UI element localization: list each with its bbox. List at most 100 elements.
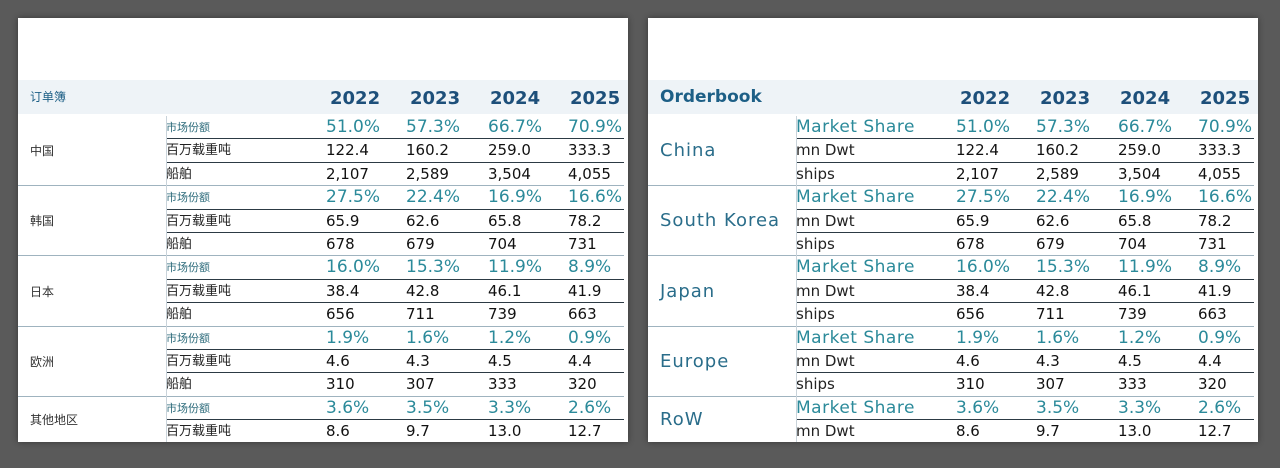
- value-cell: 333: [1118, 375, 1147, 394]
- value-cell: 65.8: [488, 211, 522, 230]
- row-label: ships: [796, 164, 835, 183]
- value-cell: 731: [1198, 235, 1227, 253]
- value-cell: 16.0%: [956, 257, 1011, 278]
- value-cell: 1.2%: [488, 327, 532, 348]
- value-cell: 57.3%: [1036, 117, 1091, 137]
- row-label: Market Share: [796, 117, 915, 137]
- value-cell: 9.7: [1036, 422, 1060, 441]
- table-row: 百万载重吨 4.6 4.3 4.5 4.4: [166, 350, 628, 373]
- value-cell: 38.4: [326, 281, 360, 300]
- table-header-band: [18, 80, 628, 114]
- row-divider: [796, 419, 1254, 421]
- value-cell: 70.9%: [1198, 117, 1253, 137]
- value-cell: 16.6%: [568, 187, 623, 208]
- column-divider: [796, 256, 797, 327]
- row-label: 百万载重吨: [166, 354, 232, 369]
- value-cell: 259.0: [1118, 141, 1161, 160]
- value-cell: 711: [1036, 305, 1065, 324]
- row-label: mn Dwt: [796, 352, 855, 370]
- table-row: 市场份额 1.9% 1.6% 1.2% 0.9%: [166, 327, 628, 350]
- table-header-band: [648, 80, 1258, 114]
- table-row: mn Dwt 38.4 42.8 46.1 41.9: [796, 280, 1258, 303]
- value-cell: 2,107: [326, 164, 369, 183]
- value-cell: 12.7: [568, 422, 602, 441]
- table-row: 市场份额 3.6% 3.5% 3.3% 2.6%: [166, 397, 628, 420]
- value-cell: 13.0: [1118, 422, 1152, 441]
- value-cell: 4.5: [488, 352, 512, 370]
- value-cell: 51.0%: [326, 117, 381, 137]
- value-cell: 656: [326, 305, 355, 324]
- row-label: 百万载重吨: [166, 424, 232, 440]
- value-cell: 663: [1198, 305, 1227, 324]
- table-row: Market Share 1.9% 1.6% 1.2% 0.9%: [796, 327, 1258, 350]
- row-label: 市场份额: [166, 331, 210, 345]
- year-header: 2022: [330, 88, 381, 109]
- value-cell: 9.7: [406, 422, 430, 441]
- value-cell: 15.3%: [406, 257, 461, 278]
- table-title: 订单簿: [30, 90, 67, 104]
- table-row: 市场份额 16.0% 15.3% 11.9% 8.9%: [166, 256, 628, 279]
- value-cell: 320: [568, 375, 597, 394]
- row-divider: [796, 208, 1254, 210]
- value-cell: 0.9%: [1198, 327, 1242, 348]
- value-cell: 3.5%: [406, 397, 450, 418]
- value-cell: 8.9%: [1198, 257, 1242, 278]
- row-label: Market Share: [796, 187, 915, 208]
- table-row: ships 678 679 704 731: [796, 233, 1258, 256]
- column-divider: [796, 396, 797, 442]
- year-header: 2025: [1200, 88, 1251, 109]
- row-label: 市场份额: [166, 261, 210, 275]
- column-divider: [796, 186, 797, 257]
- table-row: Market Share 16.0% 15.3% 11.9% 8.9%: [796, 256, 1258, 279]
- region-label: 中国: [30, 144, 55, 159]
- value-cell: 1.6%: [406, 327, 450, 348]
- value-cell: 42.8: [1036, 281, 1070, 300]
- row-divider: [166, 232, 624, 233]
- column-divider: [796, 116, 797, 187]
- year-header: 2023: [410, 88, 461, 109]
- group-divider: [18, 395, 624, 397]
- value-cell: 739: [488, 305, 517, 324]
- value-cell: 122.4: [326, 141, 369, 160]
- group-divider: [18, 185, 624, 187]
- column-divider: [166, 116, 167, 187]
- value-cell: 41.9: [568, 281, 602, 300]
- value-cell: 320: [1198, 375, 1227, 394]
- row-label: 百万载重吨: [166, 283, 232, 299]
- value-cell: 3.5%: [1036, 397, 1080, 418]
- value-cell: 259.0: [488, 141, 531, 160]
- value-cell: 2,589: [1036, 164, 1079, 183]
- year-header: 2023: [1040, 88, 1091, 109]
- value-cell: 3,504: [1118, 164, 1161, 183]
- value-cell: 3.6%: [956, 397, 1000, 418]
- value-cell: 4.6: [956, 352, 980, 370]
- value-cell: 78.2: [1198, 211, 1232, 230]
- value-cell: 46.1: [1118, 281, 1152, 300]
- year-header: 2022: [960, 88, 1011, 109]
- table-row: mn Dwt 122.4 160.2 259.0 333.3: [796, 139, 1258, 162]
- value-cell: 4.3: [406, 352, 430, 370]
- value-cell: 16.0%: [326, 257, 381, 278]
- table-row: 船舶 2,107 2,589 3,504 4,055: [166, 163, 628, 186]
- value-cell: 65.9: [326, 211, 360, 230]
- row-divider: [796, 161, 1254, 163]
- value-cell: 656: [956, 305, 985, 324]
- value-cell: 679: [406, 235, 435, 253]
- table-row: Market Share 51.0% 57.3% 66.7% 70.9%: [796, 116, 1258, 139]
- row-label: Market Share: [796, 397, 915, 418]
- value-cell: 704: [488, 235, 517, 253]
- orderbook-table-chinese: 订单簿 2022 2023 2024 2025 市场份额 51.0% 57.3% 66.7% 70…: [18, 18, 628, 442]
- row-label: mn Dwt: [796, 211, 855, 230]
- row-divider: [796, 372, 1254, 374]
- value-cell: 333.3: [1198, 141, 1241, 160]
- value-cell: 27.5%: [956, 187, 1011, 208]
- group-divider: [18, 255, 624, 257]
- value-cell: 160.2: [1036, 141, 1079, 160]
- table-row: 市场份额 27.5% 22.4% 16.9% 16.6%: [166, 186, 628, 209]
- value-cell: 704: [1118, 235, 1147, 253]
- column-divider: [166, 256, 167, 327]
- row-divider: [796, 232, 1254, 233]
- value-cell: 8.6: [956, 422, 980, 441]
- row-divider: [166, 302, 624, 304]
- value-cell: 3,504: [488, 164, 531, 183]
